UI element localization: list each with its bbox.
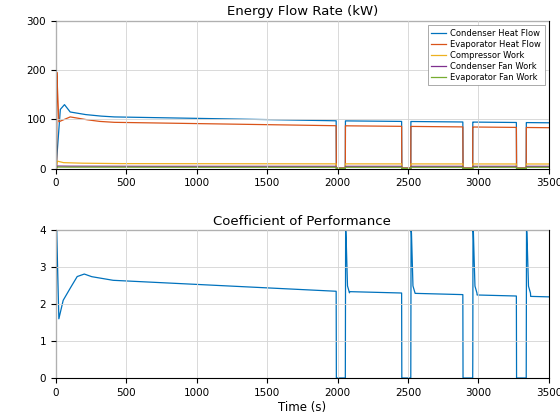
Compressor Work xyxy=(458,161,465,166)
Evaporator Fan Work xyxy=(545,165,552,170)
Condenser Heat Flow xyxy=(241,117,248,122)
Evaporator Heat Flow xyxy=(53,166,59,171)
Condenser Fan Work xyxy=(348,164,355,169)
Condenser Fan Work xyxy=(421,164,427,169)
Condenser Fan Work xyxy=(458,164,465,169)
Condenser Heat Flow xyxy=(545,120,552,125)
Condenser Fan Work xyxy=(54,163,61,168)
Condenser Fan Work xyxy=(373,164,380,169)
Condenser Heat Flow xyxy=(142,115,149,120)
Compressor Work xyxy=(142,161,149,166)
Condenser Heat Flow xyxy=(61,102,68,107)
Evaporator Heat Flow xyxy=(373,123,380,129)
Line: Condenser Heat Flow: Condenser Heat Flow xyxy=(56,105,549,168)
Evaporator Fan Work xyxy=(373,165,380,170)
Condenser Heat Flow xyxy=(373,119,380,124)
Evaporator Fan Work xyxy=(53,166,59,171)
Compressor Work xyxy=(53,166,59,171)
Condenser Heat Flow xyxy=(421,119,427,124)
X-axis label: Time (s): Time (s) xyxy=(278,401,326,414)
Compressor Work xyxy=(545,161,552,166)
Title: Energy Flow Rate (kW): Energy Flow Rate (kW) xyxy=(227,5,378,18)
Evaporator Heat Flow xyxy=(458,124,465,129)
Evaporator Heat Flow xyxy=(241,122,248,127)
Evaporator Fan Work xyxy=(142,165,149,170)
Compressor Work xyxy=(241,161,248,166)
Compressor Work xyxy=(54,159,61,164)
Evaporator Fan Work xyxy=(54,165,61,170)
Condenser Heat Flow xyxy=(348,118,355,123)
Legend: Condenser Heat Flow, Evaporator Heat Flow, Compressor Work, Condenser Fan Work, : Condenser Heat Flow, Evaporator Heat Flo… xyxy=(428,25,545,85)
Line: Compressor Work: Compressor Work xyxy=(56,161,549,168)
Compressor Work xyxy=(348,161,355,166)
Line: Condenser Fan Work: Condenser Fan Work xyxy=(56,166,549,168)
Evaporator Heat Flow xyxy=(53,70,60,75)
Evaporator Fan Work xyxy=(241,165,248,170)
Title: Coefficient of Performance: Coefficient of Performance xyxy=(213,215,391,228)
Line: Evaporator Fan Work: Evaporator Fan Work xyxy=(56,167,549,168)
Evaporator Heat Flow xyxy=(421,124,427,129)
Condenser Fan Work xyxy=(545,164,552,169)
Condenser Fan Work xyxy=(142,164,149,169)
Evaporator Fan Work xyxy=(421,165,427,170)
Condenser Fan Work xyxy=(241,164,248,169)
Evaporator Heat Flow xyxy=(348,123,355,129)
Evaporator Heat Flow xyxy=(545,125,552,130)
Condenser Fan Work xyxy=(53,166,59,171)
Condenser Heat Flow xyxy=(53,166,59,171)
Evaporator Heat Flow xyxy=(142,120,149,125)
Line: Evaporator Heat Flow: Evaporator Heat Flow xyxy=(56,72,549,168)
Condenser Heat Flow xyxy=(458,119,465,124)
Evaporator Fan Work xyxy=(458,165,465,170)
Evaporator Fan Work xyxy=(348,165,355,170)
Compressor Work xyxy=(421,161,427,166)
Compressor Work xyxy=(373,161,380,166)
